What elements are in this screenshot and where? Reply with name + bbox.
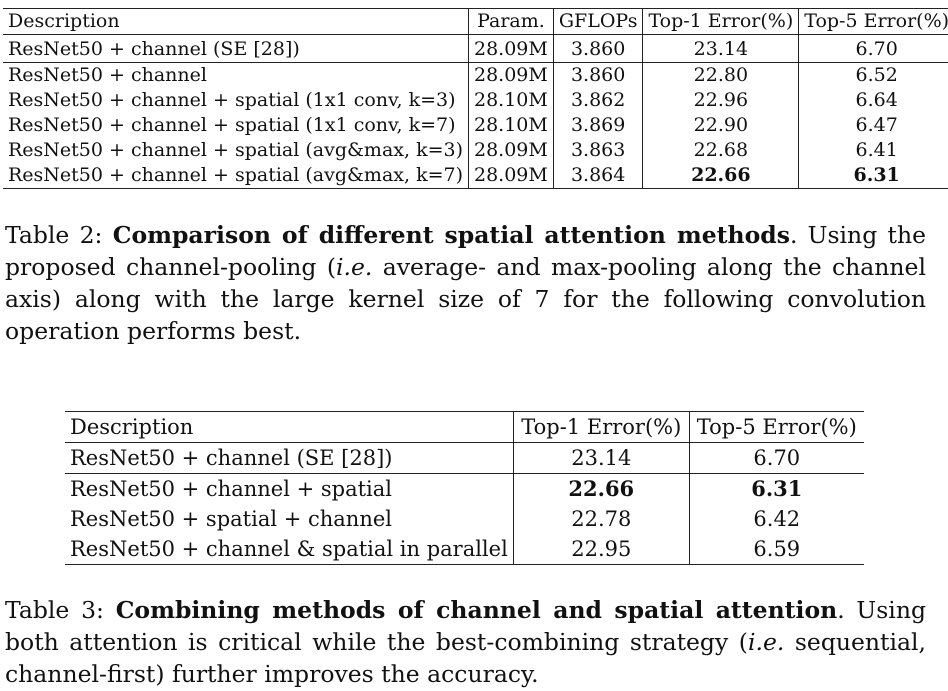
caption-label: Table 3: bbox=[5, 596, 104, 624]
cell-description: ResNet50 + channel + spatial (avg&max, k… bbox=[8, 164, 463, 186]
cell-gflops: 3.869 bbox=[552, 113, 643, 138]
cell-description: ResNet50 + channel + spatial bbox=[70, 477, 393, 501]
table-row: ResNet50 + channel 28.09M 3.860 22.80 6.… bbox=[3, 62, 948, 88]
cell-top1: 23.14 bbox=[512, 442, 690, 474]
caption-ie: i.e. bbox=[747, 628, 785, 656]
cell-gflops: 3.862 bbox=[552, 88, 643, 113]
caption-title: Comparison of different spatial attentio… bbox=[112, 221, 790, 249]
table-3-caption: Table 3: Combining methods of channel an… bbox=[5, 594, 926, 690]
table-row: ResNet50 + channel + spatial (1x1 conv, … bbox=[3, 113, 948, 138]
header-description: Description bbox=[70, 415, 194, 439]
cell-gflops: 3.860 bbox=[552, 62, 643, 88]
cell-description: ResNet50 + channel + spatial (1x1 conv, … bbox=[8, 89, 456, 111]
cell-top1-best: 22.66 bbox=[512, 473, 690, 504]
table-2-header-row: Description Param. GFLOPs Top-1 Error(%)… bbox=[3, 8, 948, 35]
header-top5: Top-5 Error(%) bbox=[798, 8, 948, 35]
caption-text: average- and max-pooling along the chann… bbox=[5, 253, 926, 345]
cell-description: ResNet50 + channel (SE [28]) bbox=[8, 38, 300, 60]
table-2-caption: Table 2: Comparison of different spatial… bbox=[5, 219, 926, 347]
cell-description: ResNet50 + channel (SE [28]) bbox=[70, 446, 393, 470]
cell-top5: 6.42 bbox=[688, 504, 864, 534]
table-row: ResNet50 + channel (SE [28]) 23.14 6.70 bbox=[65, 442, 864, 474]
cell-top1: 22.78 bbox=[512, 504, 690, 534]
cell-top5-best: 6.31 bbox=[798, 163, 948, 189]
cell-param: 28.10M bbox=[468, 113, 554, 138]
table-2: Description Param. GFLOPs Top-1 Error(%)… bbox=[3, 8, 948, 189]
caption-label: Table 2: bbox=[5, 221, 103, 249]
cell-param: 28.09M bbox=[468, 62, 554, 88]
cell-gflops: 3.864 bbox=[552, 163, 643, 189]
cell-top5: 6.52 bbox=[798, 62, 948, 88]
header-param: Param. bbox=[468, 8, 554, 35]
cell-description: ResNet50 + channel bbox=[8, 64, 207, 86]
cell-description: ResNet50 + channel + spatial (1x1 conv, … bbox=[8, 114, 456, 136]
caption-text: sequential, channel-first) further impro… bbox=[5, 628, 926, 688]
caption-ie: i.e. bbox=[336, 253, 373, 281]
table-3: Description Top-1 Error(%) Top-5 Error(%… bbox=[65, 411, 864, 565]
header-description: Description bbox=[8, 10, 120, 32]
cell-top1: 22.95 bbox=[512, 534, 690, 565]
table-row: ResNet50 + channel + spatial (avg&max, k… bbox=[3, 138, 948, 163]
cell-description: ResNet50 + spatial + channel bbox=[70, 507, 393, 531]
table-row: ResNet50 + channel & spatial in parallel… bbox=[65, 534, 864, 565]
cell-top1: 22.68 bbox=[642, 138, 799, 163]
cell-top1: 22.80 bbox=[642, 62, 799, 88]
cell-top1: 22.96 bbox=[642, 88, 799, 113]
cell-param: 28.09M bbox=[468, 138, 554, 163]
cell-top5: 6.59 bbox=[688, 534, 864, 565]
cell-description: ResNet50 + channel + spatial (avg&max, k… bbox=[8, 139, 463, 161]
cell-top1-best: 22.66 bbox=[642, 163, 799, 189]
cell-top5: 6.70 bbox=[688, 442, 864, 474]
cell-top5-best: 6.31 bbox=[688, 473, 864, 504]
cell-gflops: 3.863 bbox=[552, 138, 643, 163]
caption-text: . Using the proposed channel-pooling ( bbox=[5, 221, 926, 281]
header-top1: Top-1 Error(%) bbox=[512, 411, 690, 443]
header-top5: Top-5 Error(%) bbox=[688, 411, 864, 443]
cell-top5: 6.47 bbox=[798, 113, 948, 138]
header-top1: Top-1 Error(%) bbox=[642, 8, 799, 35]
cell-param: 28.10M bbox=[468, 88, 554, 113]
cell-top5: 6.41 bbox=[798, 138, 948, 163]
cell-top5: 6.64 bbox=[798, 88, 948, 113]
table-row: ResNet50 + channel + spatial (1x1 conv, … bbox=[3, 88, 948, 113]
cell-description: ResNet50 + channel & spatial in parallel bbox=[70, 537, 508, 561]
header-gflops: GFLOPs bbox=[552, 8, 643, 35]
caption-text: . Using both attention is critical while… bbox=[5, 596, 926, 656]
table-row: ResNet50 + channel + spatial 22.66 6.31 bbox=[65, 473, 864, 504]
table-row: ResNet50 + channel + spatial (avg&max, k… bbox=[3, 163, 948, 189]
caption-title: Combining methods of channel and spatial… bbox=[115, 596, 838, 624]
cell-param: 28.09M bbox=[468, 34, 554, 63]
cell-param: 28.09M bbox=[468, 163, 554, 189]
cell-top5: 6.70 bbox=[798, 34, 948, 63]
cell-top1: 23.14 bbox=[642, 34, 799, 63]
cell-top1: 22.90 bbox=[642, 113, 799, 138]
table-3-header-row: Description Top-1 Error(%) Top-5 Error(%… bbox=[65, 411, 864, 443]
table-row: ResNet50 + channel (SE [28]) 28.09M 3.86… bbox=[3, 34, 948, 63]
table-row: ResNet50 + spatial + channel 22.78 6.42 bbox=[65, 504, 864, 534]
cell-gflops: 3.860 bbox=[552, 34, 643, 63]
